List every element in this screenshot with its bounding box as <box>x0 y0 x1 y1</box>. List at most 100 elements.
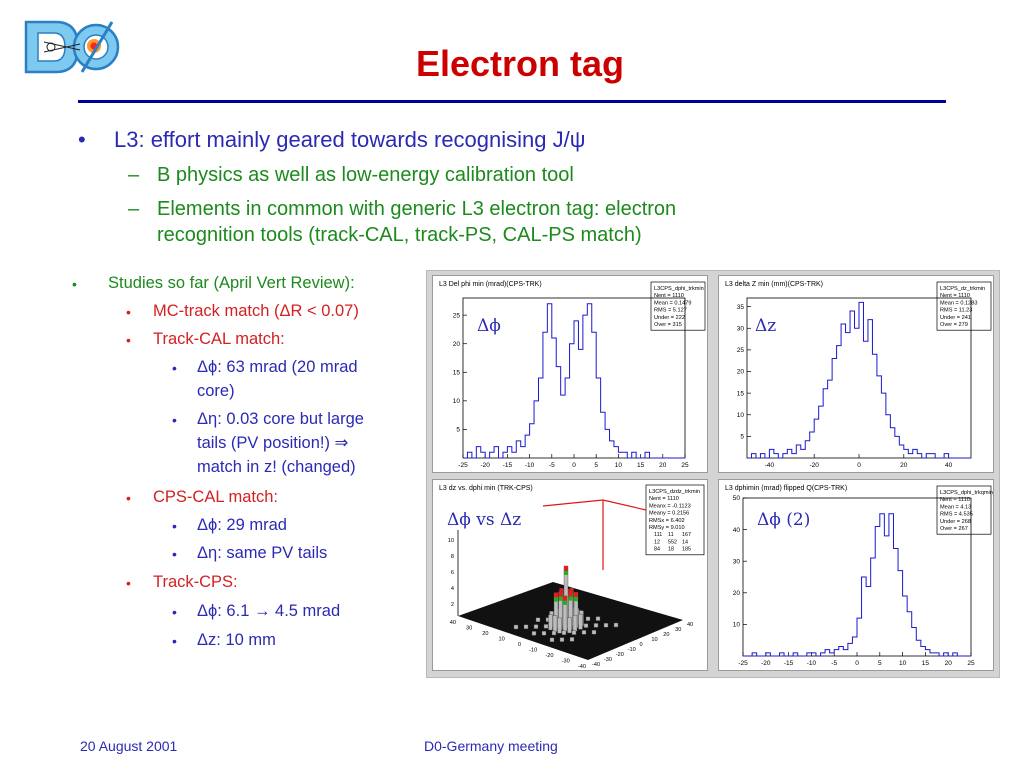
x-tick-label: -10 <box>807 660 817 667</box>
stats-line: Nent = 1110 <box>654 293 684 299</box>
footer-event: D0-Germany meeting <box>424 738 558 754</box>
hist-bin <box>787 449 791 458</box>
y-tick-label: 20 <box>663 632 669 638</box>
stats-line: L3CPS_dzdz_trkmin <box>649 489 700 495</box>
plot-panel-dphi: L3 Del phi min (mrad)(CPS-TRK) L3CPS_dph… <box>432 275 708 473</box>
stats-line: Nent = 1110 <box>940 293 970 299</box>
bullet-dot: • <box>172 518 177 534</box>
x-tick-label: -20 <box>480 462 490 469</box>
hist-bin <box>857 618 862 656</box>
stats-box <box>936 485 992 535</box>
hist-bin <box>925 650 930 656</box>
studies-heading-text: Studies so far (April Vert Review): <box>108 274 355 292</box>
bullet-dot: • <box>126 575 131 591</box>
y-tick-label: 25 <box>737 347 745 354</box>
z-tick-label: 4 <box>451 586 454 592</box>
lego-column-top <box>569 588 574 594</box>
x-tick-label: -5 <box>831 660 837 667</box>
bullet-dot: • <box>126 490 131 506</box>
d0-logo <box>20 14 120 76</box>
y-tick-label: 30 <box>737 325 745 332</box>
lego-column <box>593 623 599 628</box>
y-tick-label: 10 <box>733 622 741 629</box>
y-tick-label: -10 <box>628 647 636 653</box>
plot-header: L3 dphimin (mrad) flipped Q(CPS-TRK) <box>725 485 847 492</box>
hist-bin <box>774 454 778 458</box>
bullet-dot: • <box>72 276 77 292</box>
pointer-line <box>602 499 647 511</box>
stats-box <box>650 281 706 331</box>
hist-bin <box>886 415 890 458</box>
hist-bin <box>805 441 809 458</box>
lego-column-top <box>558 591 563 597</box>
hist-bin <box>884 536 889 656</box>
x-tick-label: -25 <box>458 462 468 469</box>
item-track-cal-text: Track-CAL match: <box>153 330 285 348</box>
lego-column <box>571 630 577 635</box>
x-tick-label: 20 <box>945 660 953 667</box>
hist-bin <box>610 441 614 458</box>
hist-bin <box>912 628 917 656</box>
x-tick-label: -20 <box>761 660 771 667</box>
lego-column <box>513 624 519 630</box>
z-tick-label: 2 <box>451 602 454 608</box>
hist-bin <box>578 349 582 458</box>
bullet-dot: • <box>172 360 177 376</box>
stats-grid-cell: 185 <box>682 547 691 553</box>
plot-header: L3 delta Z min (mm)(CPS-TRK) <box>725 281 823 288</box>
x-tick-label: 0 <box>855 660 859 667</box>
hist-bin <box>926 454 930 458</box>
hist-bin <box>565 378 569 458</box>
hist-bin <box>903 596 908 656</box>
hist-bin <box>852 637 857 656</box>
hist-bin <box>931 454 935 458</box>
hist-outline <box>747 301 971 459</box>
lego-column <box>578 613 583 630</box>
dash-marker: – <box>128 164 140 186</box>
stats-grid-cell: 11 <box>668 532 674 538</box>
x-tick-label: 10 <box>899 660 907 667</box>
plot-panel-lego: L3 dz vs. dphi min (TRK-CPS) L3CPS_dzdz_… <box>432 479 708 671</box>
lego-column <box>561 630 567 636</box>
lego-column <box>552 615 558 632</box>
x-tick-label: -10 <box>525 462 535 469</box>
item-track-cps-text: Track-CPS: <box>153 573 238 591</box>
hist-bin <box>810 432 814 458</box>
hist-bin <box>881 393 885 458</box>
x-tick-label: 40 <box>945 462 953 469</box>
hist-bin <box>596 378 600 458</box>
y-tick-label: 10 <box>453 398 461 405</box>
bullet-dot: • <box>172 633 177 649</box>
hist-bin <box>904 449 908 458</box>
x-tick-label: -40 <box>765 462 775 469</box>
x-tick-label: 10 <box>499 637 505 643</box>
hist-outline <box>463 303 685 459</box>
hist-bin <box>587 304 591 458</box>
hist-bin <box>769 449 773 458</box>
hist-bin <box>871 558 876 656</box>
x-tick-label: 10 <box>615 462 623 469</box>
hist-bin <box>814 419 818 458</box>
hist-bin <box>880 514 885 656</box>
hist-bin <box>843 650 848 656</box>
bullet-dot: • <box>126 332 131 348</box>
y-tick-label: 25 <box>453 312 461 319</box>
stats-line: Meanx = -0.1123 <box>649 503 691 509</box>
hist-bin <box>792 454 796 458</box>
plot-panel-dphi-flipped: L3 dphimin (mrad) flipped Q(CPS-TRK) L3C… <box>718 479 994 671</box>
pointer-line <box>542 499 604 507</box>
stats-line: RMS = 11.23 <box>940 308 972 314</box>
item-cc-deta-text: Δη: same PV tails <box>197 544 328 562</box>
item-tp-dphi-text: Δϕ: 6.1 → 4.5 mrad <box>197 602 341 620</box>
y-tick-label: 40 <box>733 527 741 534</box>
lego-column <box>531 631 537 636</box>
hist-bin <box>916 640 921 656</box>
stats-box <box>936 281 992 331</box>
y-tick-label: 50 <box>733 495 741 502</box>
lego-column-band <box>574 597 578 602</box>
hist-bin <box>913 449 917 458</box>
x-tick-label: 15 <box>922 660 930 667</box>
hist-bin <box>890 428 894 458</box>
item-tc-dphi-line1: Δϕ: 63 mrad (20 mrad <box>197 358 358 376</box>
y-tick-label: 30 <box>733 558 741 565</box>
